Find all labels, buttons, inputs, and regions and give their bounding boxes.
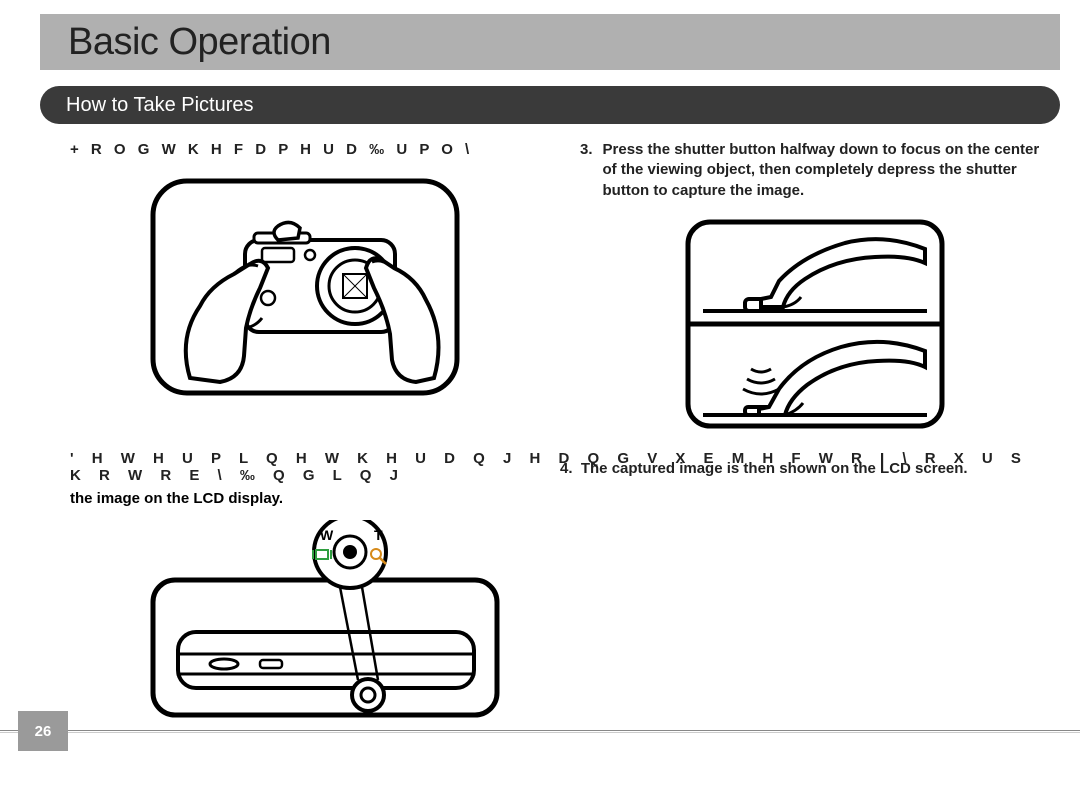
- illustration-zoom-control: W T: [150, 520, 500, 720]
- step-3-text: Press the shutter button halfway down to…: [603, 140, 1050, 201]
- step-3-number: 3.: [580, 140, 593, 201]
- section-title: How to Take Pictures: [66, 94, 254, 117]
- step-4-text: The captured image is then shown on the …: [581, 460, 968, 477]
- footer-rule: [0, 730, 1080, 731]
- step-4-number: 4.: [560, 460, 573, 477]
- step-2-tail: the image on the LCD display.: [70, 490, 1050, 507]
- page-number: 26: [18, 711, 68, 751]
- illustration-hold-camera: [150, 178, 460, 396]
- zoom-t-label: T: [374, 527, 383, 543]
- step-2-and-4-block: ' H W H U P L Q H W K H U D Q J H D Q G …: [70, 450, 1050, 507]
- chapter-title: Basic Operation: [68, 21, 331, 64]
- section-title-bar: How to Take Pictures: [40, 86, 1060, 124]
- chapter-title-bar: Basic Operation: [40, 14, 1060, 70]
- zoom-w-label: W: [320, 527, 334, 543]
- illustration-shutter-press: [685, 219, 945, 429]
- step-1-text: + R O G W K H F D P H U D ‰ U P O \: [70, 140, 540, 160]
- right-column: 3. Press the shutter button halfway down…: [580, 140, 1050, 445]
- left-column: + R O G W K H F D P H U D ‰ U P O \: [70, 140, 540, 445]
- footer-rule-shadow: [0, 732, 1080, 733]
- content-columns: + R O G W K H F D P H U D ‰ U P O \: [70, 140, 1050, 445]
- step-3: 3. Press the shutter button halfway down…: [580, 140, 1050, 201]
- step-4: 4. The captured image is then shown on t…: [560, 460, 968, 477]
- manual-page: Basic Operation How to Take Pictures + R…: [0, 0, 1080, 785]
